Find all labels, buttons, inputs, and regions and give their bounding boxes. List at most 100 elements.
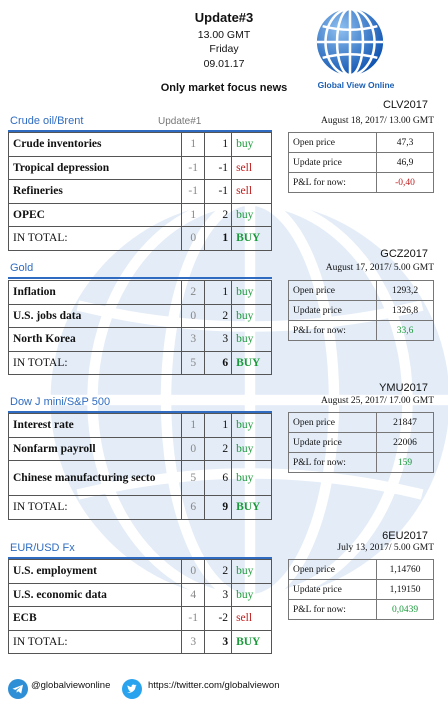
row-prev-score: 2 [180, 280, 206, 305]
table-row: Update price 46,9 [288, 152, 434, 173]
open-price-label: Open price [288, 132, 377, 153]
table-row: Update price 1326,8 [288, 300, 434, 321]
pl-value: -0,40 [376, 172, 434, 193]
open-price-label: Open price [288, 559, 377, 580]
row-signal: buy [231, 413, 272, 438]
total-score: 3 [204, 629, 233, 654]
pl-label: P&L for now: [288, 320, 377, 341]
row-signal: buy [231, 436, 272, 461]
row-signal: sell [231, 155, 272, 180]
twitter-url-link[interactable]: https://twitter.com/globalviewon [148, 680, 280, 691]
contract-code: GCZ2017 [380, 248, 428, 260]
row-label: Inflation [8, 280, 182, 305]
row-score: 2 [204, 303, 233, 328]
contract-date: August 18, 2017/ 13.00 GMT [321, 116, 434, 126]
total-row: IN TOTAL: 3 3 BUY [8, 629, 272, 654]
news-table-dow: Interest rate 1 1 buy Nonfarm payroll 0 2 buy … [8, 413, 272, 520]
table-row: Update price 1,19150 [288, 579, 434, 600]
total-row: IN TOTAL: 6 9 BUY [8, 495, 272, 520]
telegram-handle-link[interactable]: @globalviewonline [31, 680, 111, 691]
row-signal: sell [231, 606, 272, 631]
total-row: IN TOTAL: 5 6 BUY [8, 350, 272, 375]
table-row: P&L for now: -0,40 [288, 172, 434, 193]
pl-value: 33,6 [376, 320, 434, 341]
table-row: P&L for now: 159 [288, 452, 434, 473]
row-label: Tropical depression [8, 155, 182, 180]
row-label: Crude inventories [8, 132, 182, 157]
total-score: 1 [204, 226, 233, 251]
row-prev-score: 0 [180, 303, 206, 328]
update-price-value: 1,19150 [376, 579, 434, 600]
row-prev-score: 4 [180, 582, 206, 607]
update-day: Friday [209, 43, 239, 55]
row-signal: buy [231, 132, 272, 157]
contract-code: CLV2017 [382, 99, 428, 111]
table-row: Open price 1,14760 [288, 559, 434, 580]
table-row: OPEC 1 2 buy [8, 202, 272, 227]
twitter-icon[interactable] [122, 679, 142, 699]
logo-text: Global View Online [317, 80, 395, 90]
row-score: 2 [204, 436, 233, 461]
update-price-label: Update price [288, 579, 377, 600]
pl-label: P&L for now: [288, 599, 377, 620]
total-prev-score: 3 [180, 629, 206, 654]
table-row: Open price 1293,2 [288, 280, 434, 301]
section-update-label: Update#1 [158, 116, 202, 127]
row-label: Chinese manufacturing secto [8, 460, 182, 496]
update-price-value: 46,9 [376, 152, 434, 173]
row-signal: buy [231, 460, 272, 496]
table-row: Chinese manufacturing secto 5 6 buy [8, 460, 272, 496]
row-score: -1 [204, 179, 233, 204]
section-divider [8, 557, 272, 559]
update-date: 09.01.17 [203, 58, 245, 70]
table-row: Inflation 2 1 buy [8, 280, 272, 305]
contract-code: YMU2017 [379, 382, 428, 394]
section-title-crude: Crude oil/Brent [10, 115, 84, 127]
row-score: 6 [204, 460, 233, 496]
open-price-value: 1293,2 [376, 280, 434, 301]
table-row: Open price 21847 [288, 412, 434, 433]
row-signal: buy [231, 303, 272, 328]
telegram-icon[interactable] [8, 679, 28, 699]
position-table-dow: Open price 21847 Update price 22006 P&L fo… [288, 412, 434, 473]
open-price-value: 47,3 [376, 132, 434, 153]
row-label: U.S. economic data [8, 582, 182, 607]
total-prev-score: 0 [180, 226, 206, 251]
row-label: U.S. employment [8, 559, 182, 584]
update-price-value: 22006 [376, 432, 434, 453]
row-label: U.S. jobs data [8, 303, 182, 328]
news-table-crude: Crude inventories 1 1 buy Tropical depressi… [8, 132, 272, 251]
total-signal: BUY [231, 495, 272, 520]
table-row: P&L for now: 0,0439 [288, 599, 434, 620]
section-divider [8, 277, 272, 279]
row-score: -2 [204, 606, 233, 631]
row-prev-score: 3 [180, 327, 206, 352]
total-label: IN TOTAL: [8, 226, 182, 251]
update-price-label: Update price [288, 432, 377, 453]
table-row: Refineries -1 -1 sell [8, 179, 272, 204]
table-row: P&L for now: 33,6 [288, 320, 434, 341]
table-row: North Korea 3 3 buy [8, 327, 272, 352]
update-price-label: Update price [288, 152, 377, 173]
position-table-crude: Open price 47,3 Update price 46,9 P&L for … [288, 132, 434, 193]
row-score: 3 [204, 327, 233, 352]
total-label: IN TOTAL: [8, 350, 182, 375]
row-score: 1 [204, 132, 233, 157]
row-score: -1 [204, 155, 233, 180]
total-prev-score: 5 [180, 350, 206, 375]
total-score: 6 [204, 350, 233, 375]
row-prev-score: 5 [180, 460, 206, 496]
row-score: 3 [204, 582, 233, 607]
row-score: 1 [204, 280, 233, 305]
row-label: North Korea [8, 327, 182, 352]
open-price-label: Open price [288, 412, 377, 433]
update-price-value: 1326,8 [376, 300, 434, 321]
row-score: 2 [204, 202, 233, 227]
position-table-gold: Open price 1293,2 Update price 1326,8 P&L … [288, 280, 434, 341]
row-signal: buy [231, 559, 272, 584]
table-row: Tropical depression -1 -1 sell [8, 155, 272, 180]
row-prev-score: 1 [180, 202, 206, 227]
total-score: 9 [204, 495, 233, 520]
row-signal: buy [231, 327, 272, 352]
page-title: Update#3 [194, 10, 254, 25]
